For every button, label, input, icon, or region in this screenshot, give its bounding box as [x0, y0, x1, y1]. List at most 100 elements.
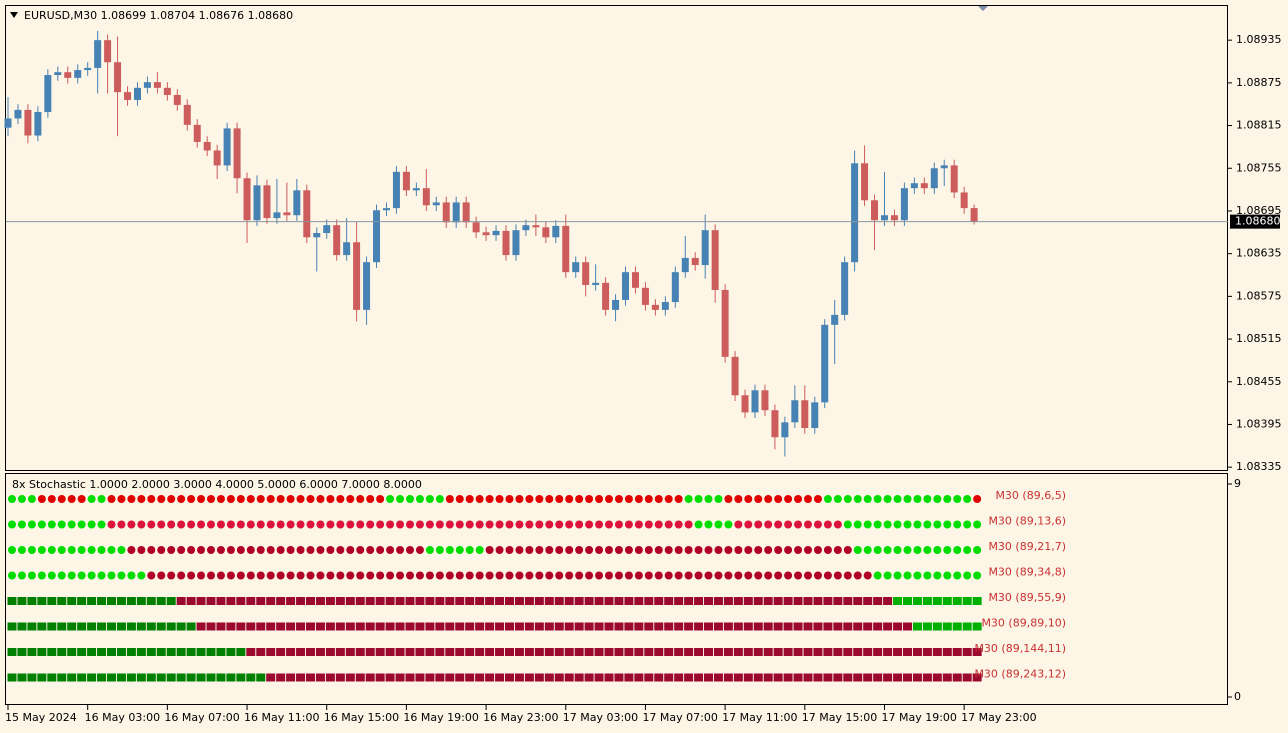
signal-dot	[97, 495, 106, 503]
signal-dot	[107, 546, 116, 554]
signal-dot	[863, 520, 872, 529]
signal-dot	[595, 495, 604, 503]
signal-dot	[893, 520, 902, 529]
candle-body	[771, 410, 779, 438]
signal-dot	[813, 571, 822, 580]
signal-dot	[565, 520, 574, 529]
signal-square	[664, 673, 674, 682]
signal-dot	[674, 546, 683, 554]
signal-dot	[236, 546, 245, 554]
candle-body	[84, 67, 92, 71]
signal-square	[684, 673, 694, 682]
signal-dot	[804, 546, 812, 554]
signal-square	[972, 648, 982, 656]
signal-square	[465, 673, 475, 682]
signal-square	[156, 622, 166, 631]
signal-dot	[406, 495, 414, 503]
signal-square	[335, 622, 345, 631]
signal-square	[604, 648, 614, 656]
signal-dot	[326, 546, 335, 554]
x-tick-label: 16 May 23:00	[483, 711, 558, 724]
signal-square	[455, 622, 465, 631]
signal-square	[893, 622, 903, 631]
candle-body	[24, 109, 32, 136]
signal-square	[325, 622, 335, 631]
signal-square	[833, 622, 843, 631]
signal-dot	[366, 495, 375, 503]
signal-dot	[614, 571, 623, 580]
signal-dot	[455, 495, 464, 503]
signal-square	[674, 622, 684, 631]
signal-square	[903, 597, 912, 605]
signal-square	[922, 597, 932, 605]
signal-square	[624, 673, 634, 682]
signal-square	[475, 597, 485, 605]
signal-dot	[893, 546, 902, 554]
signal-square	[893, 673, 903, 682]
signal-square	[574, 622, 584, 631]
signal-square	[345, 673, 355, 682]
signal-dot	[127, 495, 136, 503]
signal-dot	[356, 495, 365, 503]
signal-square	[196, 597, 206, 605]
signal-square	[783, 648, 793, 656]
signal-square	[395, 597, 405, 605]
signal-square	[425, 648, 435, 656]
signal-dot	[624, 495, 633, 503]
signal-dot	[535, 546, 544, 554]
signal-dot	[813, 520, 822, 529]
signal-dot	[8, 495, 16, 503]
signal-dot	[595, 571, 604, 580]
signal-dot	[87, 495, 96, 503]
signal-dot	[764, 520, 773, 529]
signal-dot	[764, 546, 773, 554]
signal-square	[922, 622, 932, 631]
signal-square	[17, 597, 27, 605]
signal-dot	[754, 571, 763, 580]
signal-dot	[37, 571, 46, 580]
signal-square	[793, 648, 803, 656]
signal-square	[415, 648, 425, 656]
menu-arrow[interactable]	[10, 12, 18, 18]
candle-body	[104, 40, 112, 63]
signal-square	[644, 673, 654, 682]
signal-square	[226, 597, 236, 605]
candle-body	[343, 242, 351, 256]
signal-dot	[157, 546, 166, 554]
signal-dot	[356, 520, 365, 529]
signal-dot	[734, 495, 743, 503]
signal-square	[57, 622, 67, 631]
signal-square	[753, 673, 763, 682]
signal-dot	[774, 520, 783, 529]
signal-square	[166, 597, 176, 605]
signal-square	[17, 673, 27, 682]
signal-dot	[137, 546, 146, 554]
candle-body	[562, 225, 570, 273]
signal-square	[355, 673, 365, 682]
signal-dot	[853, 495, 862, 503]
signal-square	[435, 648, 445, 656]
signal-dot	[863, 546, 872, 554]
signal-square	[883, 622, 893, 631]
signal-square	[704, 622, 713, 631]
signal-square	[853, 597, 863, 605]
signal-dot	[794, 546, 803, 554]
signal-dot	[187, 546, 196, 554]
signal-square	[634, 648, 644, 656]
signal-dot	[525, 495, 534, 503]
signal-dot	[833, 495, 842, 503]
signal-square	[664, 622, 674, 631]
signal-square	[7, 597, 17, 605]
signal-dot	[8, 520, 16, 529]
signal-square	[763, 648, 773, 656]
signal-square	[843, 622, 853, 631]
signal-square	[922, 648, 932, 656]
signal-square	[972, 622, 982, 631]
signal-dot	[455, 546, 464, 554]
signal-square	[445, 648, 455, 656]
row-label: M30 (89,144,11)	[974, 642, 1066, 655]
signal-square	[495, 622, 505, 631]
signal-square	[544, 597, 554, 605]
